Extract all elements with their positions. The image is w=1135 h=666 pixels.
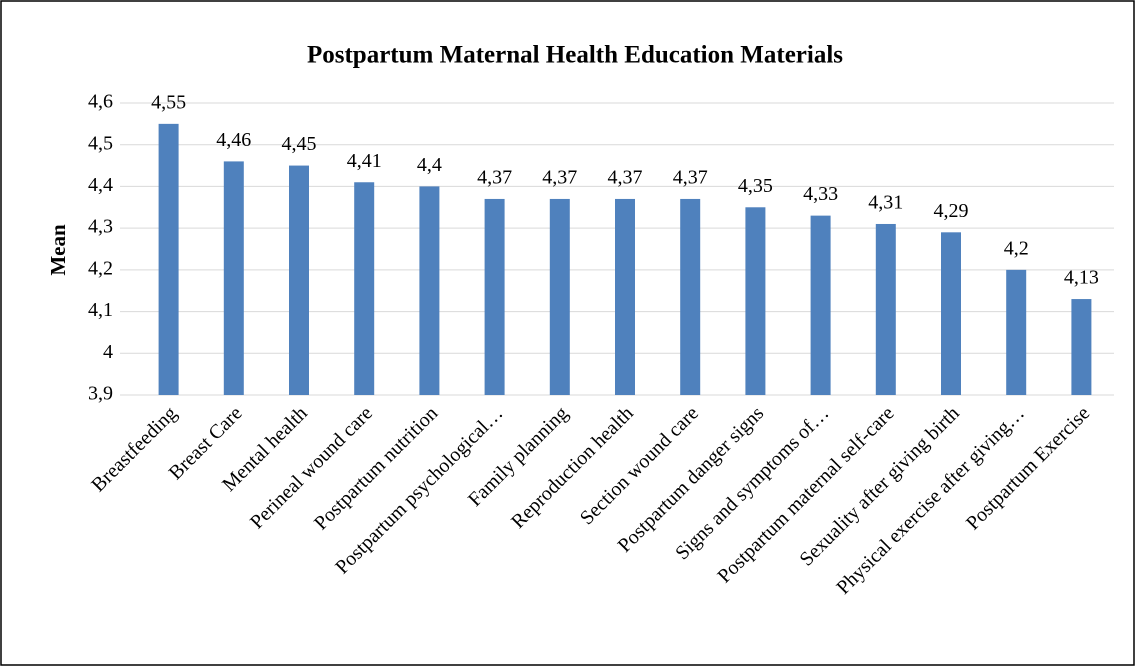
y-tick-label: 4,5	[88, 132, 113, 154]
value-label: 4,37	[477, 167, 512, 189]
value-label: 4,2	[1004, 237, 1029, 259]
value-label: 4,29	[934, 200, 969, 222]
value-label: 4,55	[151, 91, 186, 113]
y-tick-label: 4,2	[88, 257, 113, 279]
y-tick-label: 4,3	[88, 216, 113, 238]
bar	[615, 198, 635, 395]
value-label: 4,46	[216, 129, 251, 151]
bar	[1006, 269, 1027, 395]
y-tick-label: 4,4	[88, 174, 113, 196]
value-label: 4,41	[347, 150, 382, 172]
bar	[549, 198, 570, 395]
y-axis-label: Mean	[46, 224, 70, 276]
bar	[158, 123, 179, 395]
bar	[810, 215, 831, 395]
value-label: 4,33	[803, 183, 838, 205]
value-label: 4,31	[868, 192, 903, 214]
bar	[1071, 299, 1092, 395]
value-label: 4,4	[417, 154, 442, 176]
value-label: 4,37	[608, 167, 643, 189]
bar	[223, 161, 244, 395]
bar	[289, 165, 309, 395]
y-tick-label: 4,6	[88, 91, 113, 113]
y-tick-label: 4	[103, 341, 113, 363]
value-label: 4,37	[542, 167, 577, 189]
y-tick-label: 3,9	[88, 383, 113, 405]
bar	[680, 198, 701, 395]
bar	[941, 232, 961, 395]
value-label: 4,13	[1064, 267, 1099, 289]
bar	[875, 223, 896, 395]
bar	[484, 198, 505, 395]
value-label: 4,35	[738, 175, 773, 197]
bar	[419, 186, 440, 395]
value-label: 4,37	[673, 167, 708, 189]
bar	[745, 207, 766, 395]
y-tick-label: 4,1	[88, 299, 113, 321]
bar	[354, 182, 375, 395]
value-label: 4,45	[282, 133, 317, 155]
chart-title: Postpartum Maternal Health Education Mat…	[307, 42, 843, 69]
